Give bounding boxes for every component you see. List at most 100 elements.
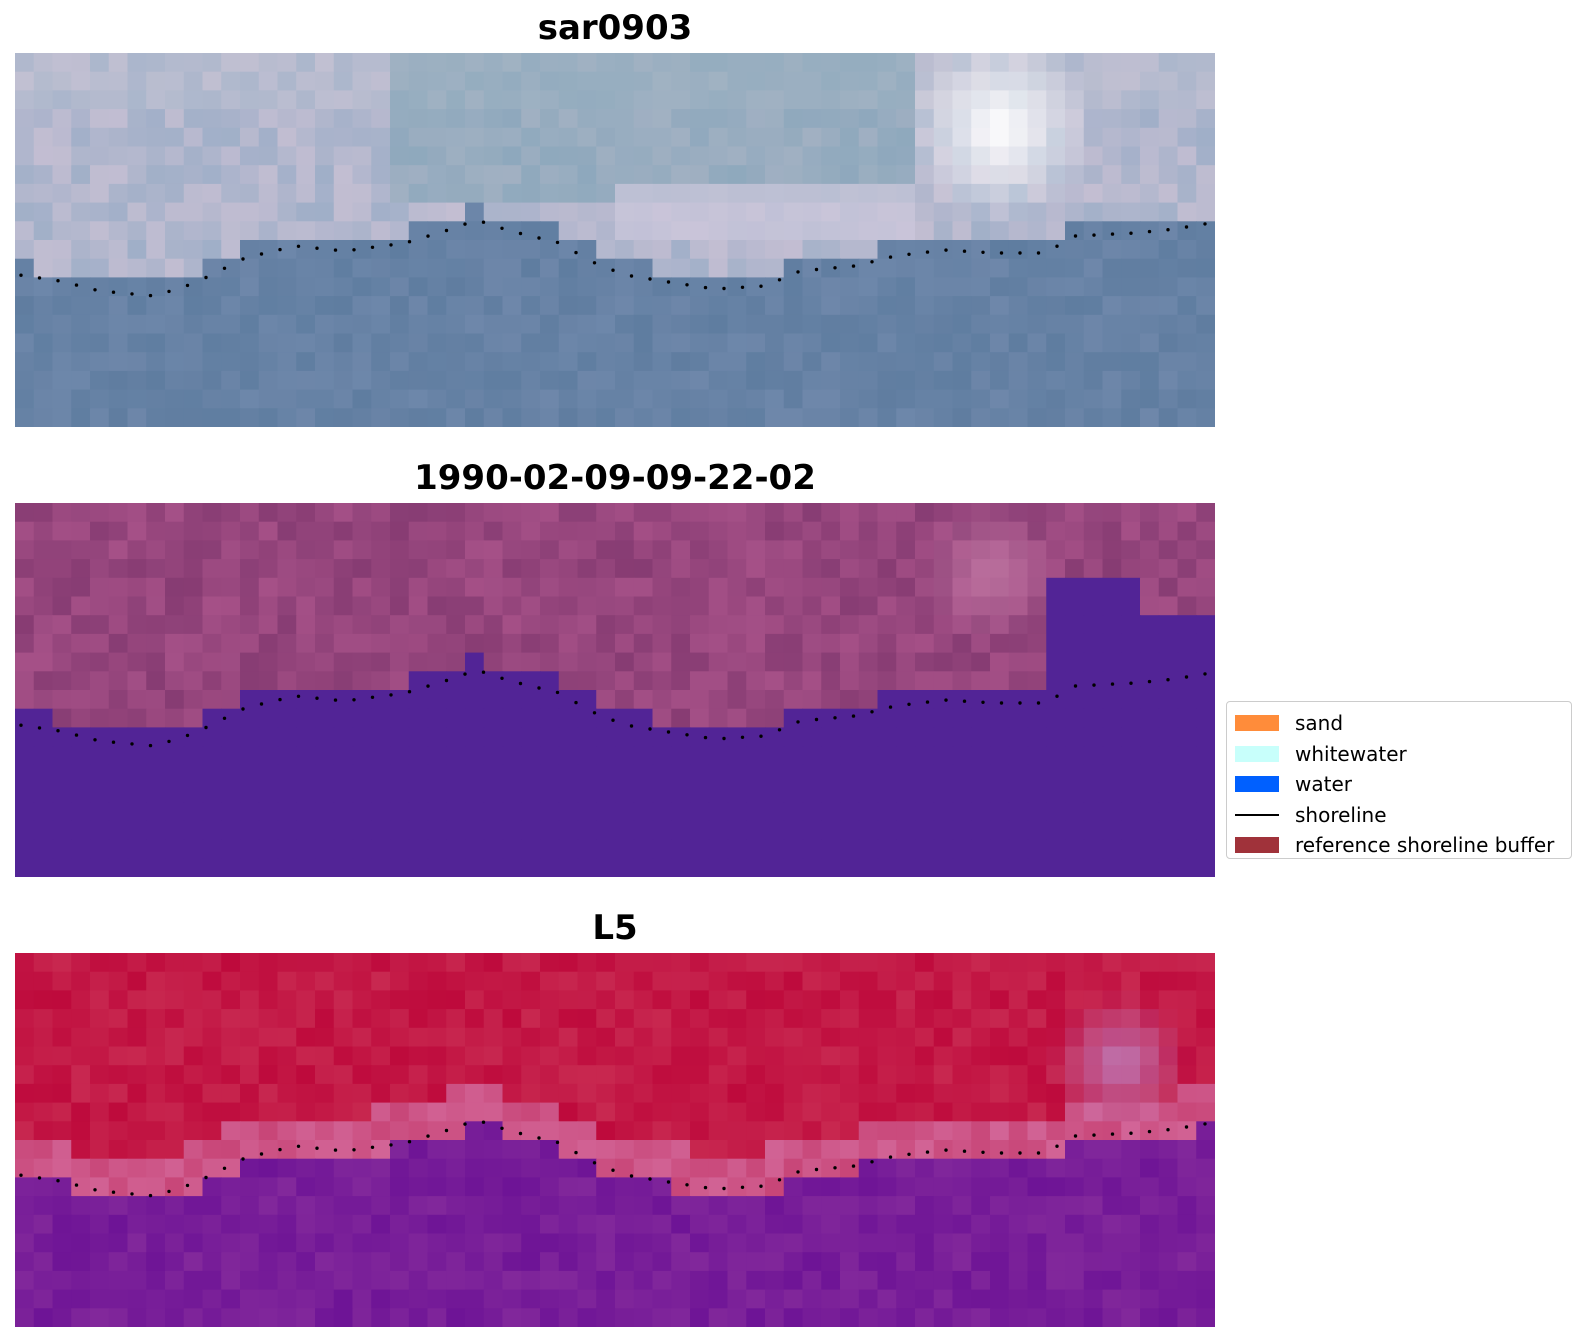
raster-pixel xyxy=(521,258,541,278)
raster-pixel xyxy=(746,708,766,728)
raster-pixel xyxy=(202,127,222,148)
raster-pixel xyxy=(671,1027,691,1048)
raster-pixel xyxy=(1121,1196,1141,1216)
raster-pixel xyxy=(540,296,560,316)
raster-pixel xyxy=(1196,408,1215,427)
raster-pixel xyxy=(1027,559,1047,579)
raster-pixel xyxy=(52,690,72,710)
raster-pixel xyxy=(877,971,897,991)
raster-pixel xyxy=(483,708,504,728)
raster-pixel xyxy=(1140,127,1160,148)
classified-image-panel xyxy=(15,503,1215,877)
shoreline-point xyxy=(370,245,375,249)
raster-pixel xyxy=(577,521,597,541)
raster-pixel xyxy=(390,146,410,166)
raster-pixel xyxy=(502,90,522,110)
raster-pixel xyxy=(258,221,279,241)
raster-pixel xyxy=(408,109,429,129)
shoreline-point xyxy=(1147,229,1152,234)
raster-pixel xyxy=(146,783,166,803)
raster-pixel xyxy=(690,1046,710,1066)
raster-pixel xyxy=(1083,1140,1104,1160)
raster-pixel xyxy=(596,1027,616,1048)
raster-pixel xyxy=(971,258,991,278)
raster-pixel xyxy=(71,858,91,877)
raster-pixel xyxy=(165,127,185,148)
raster-pixel xyxy=(671,71,691,91)
shoreline-point xyxy=(851,264,856,268)
raster-pixel xyxy=(1046,109,1066,129)
raster-pixel xyxy=(146,109,166,129)
shoreline-point xyxy=(999,1151,1004,1155)
raster-pixel xyxy=(1102,1289,1122,1309)
raster-pixel xyxy=(90,1289,110,1309)
raster-pixel xyxy=(858,1308,879,1327)
raster-pixel xyxy=(521,820,541,841)
raster-pixel xyxy=(577,1308,597,1327)
raster-pixel xyxy=(90,53,110,73)
shoreline-point xyxy=(74,733,79,737)
raster-pixel xyxy=(352,802,372,822)
raster-pixel xyxy=(915,764,935,785)
raster-pixel xyxy=(540,727,560,747)
raster-pixel xyxy=(915,671,935,691)
raster-pixel xyxy=(183,1252,204,1272)
raster-pixel xyxy=(1046,503,1066,523)
raster-pixel xyxy=(221,1177,241,1197)
shoreline-point xyxy=(111,1190,116,1194)
raster-pixel xyxy=(52,146,72,166)
raster-pixel xyxy=(521,1233,541,1253)
raster-pixel xyxy=(1046,1270,1066,1291)
raster-pixel xyxy=(540,1196,560,1216)
raster-pixel xyxy=(633,990,654,1010)
raster-pixel xyxy=(277,165,297,185)
raster-pixel xyxy=(577,1252,597,1272)
raster-pixel xyxy=(708,370,729,391)
raster-pixel xyxy=(240,53,260,73)
raster-pixel xyxy=(633,746,654,766)
raster-pixel xyxy=(1177,690,1197,710)
raster-pixel xyxy=(840,953,860,973)
raster-pixel xyxy=(315,521,335,541)
raster-pixel xyxy=(127,240,147,260)
raster-pixel xyxy=(258,577,279,598)
raster-pixel xyxy=(765,1065,785,1085)
raster-pixel xyxy=(427,90,447,110)
raster-pixel xyxy=(277,202,297,222)
raster-pixel xyxy=(990,277,1010,297)
raster-pixel xyxy=(633,839,654,859)
raster-pixel xyxy=(1158,146,1179,166)
raster-pixel xyxy=(108,1214,129,1235)
raster-pixel xyxy=(746,109,766,129)
raster-pixel xyxy=(277,839,297,859)
shoreline-point xyxy=(352,1148,356,1152)
raster-pixel xyxy=(427,408,447,427)
raster-pixel xyxy=(371,370,391,391)
shoreline-point xyxy=(1184,225,1189,229)
raster-pixel xyxy=(952,221,972,241)
raster-pixel xyxy=(127,783,147,803)
raster-pixel xyxy=(708,221,729,241)
raster-pixel xyxy=(896,53,916,73)
raster-pixel xyxy=(390,1065,410,1085)
raster-pixel xyxy=(1083,521,1104,541)
raster-pixel xyxy=(577,1121,597,1141)
raster-pixel xyxy=(577,1140,597,1160)
raster-pixel xyxy=(408,503,429,523)
raster-pixel xyxy=(296,352,316,372)
raster-pixel xyxy=(577,783,597,803)
raster-pixel xyxy=(502,258,522,278)
raster-pixel xyxy=(783,1065,804,1085)
raster-pixel xyxy=(108,1252,129,1272)
raster-pixel xyxy=(1065,708,1085,728)
raster-pixel xyxy=(746,370,766,391)
raster-pixel xyxy=(71,333,91,353)
raster-pixel xyxy=(671,1158,691,1178)
raster-pixel xyxy=(896,277,916,297)
raster-pixel xyxy=(1027,1027,1047,1048)
raster-pixel xyxy=(821,577,841,598)
shoreline-point xyxy=(703,1185,708,1190)
raster-pixel xyxy=(633,1046,654,1066)
raster-pixel xyxy=(1158,1270,1179,1291)
raster-pixel xyxy=(1027,1308,1047,1327)
